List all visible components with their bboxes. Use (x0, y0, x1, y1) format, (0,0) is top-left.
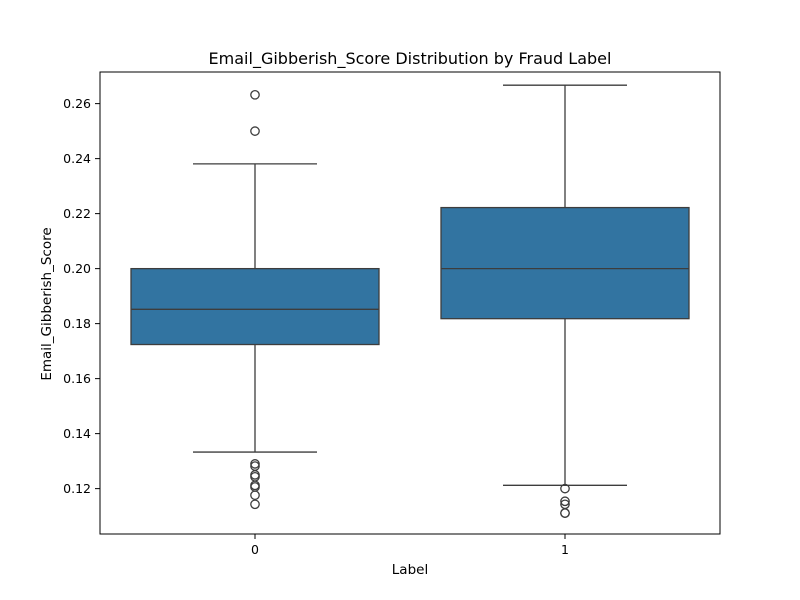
outlier-point (250, 490, 260, 501)
x-axis-label: Label (392, 562, 428, 578)
y-tick-label: 0.20 (63, 261, 91, 276)
y-tick-label: 0.26 (63, 96, 91, 111)
box-group-0 (130, 89, 380, 510)
axes: 0.12 0.14 0.16 0.18 0.20 0.22 0.24 0.26 0 1 (63, 71, 721, 557)
outlier-point (250, 89, 260, 100)
outlier-point (250, 471, 260, 482)
outlier-point (250, 470, 260, 480)
outlier-point (560, 496, 570, 507)
y-tick-label: 0.12 (63, 481, 91, 496)
y-tick-label: 0.16 (63, 371, 91, 386)
y-axis-label: Email_Gibberish_Score (39, 227, 55, 380)
outlier-point (250, 499, 260, 510)
plot-area (130, 84, 690, 518)
plot-frame (99, 71, 721, 535)
y-tick-label: 0.22 (63, 206, 91, 221)
outlier-point (560, 508, 570, 518)
y-tick-label: 0.14 (63, 426, 91, 441)
y-tick-label: 0.18 (63, 316, 91, 331)
y-tick-label: 0.24 (63, 151, 91, 166)
box-group-1 (440, 84, 690, 518)
x-tick-label: 1 (561, 542, 569, 557)
box-iqr (440, 206, 690, 320)
x-tick-label: 0 (251, 542, 259, 557)
box-iqr (130, 267, 380, 346)
outlier-point (560, 483, 570, 494)
outlier-point (250, 126, 260, 136)
chart-title: Email_Gibberish_Score Distribution by Fr… (209, 49, 612, 69)
